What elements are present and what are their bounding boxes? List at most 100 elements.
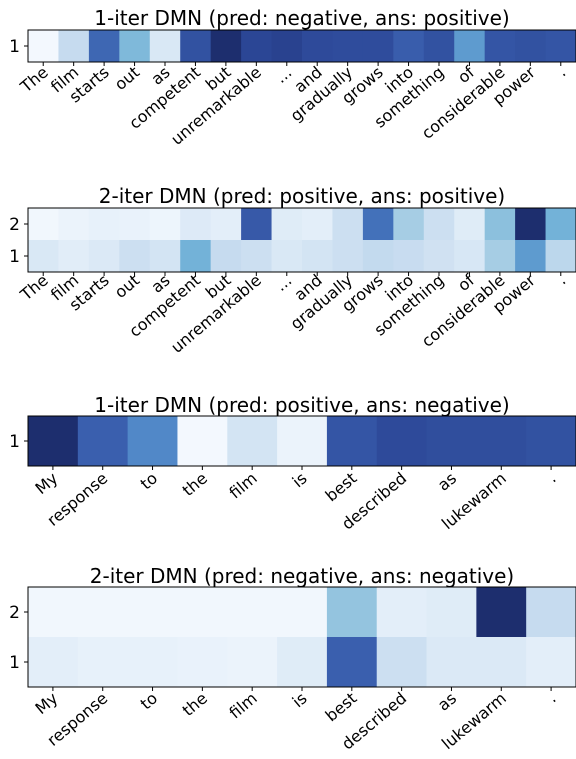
heatmap-cell: [177, 416, 228, 466]
x-tick-label: is: [289, 689, 311, 712]
heatmap-cell: [277, 637, 328, 687]
heatmap-cell: [393, 30, 425, 62]
heatmap-cell: [376, 416, 428, 466]
heatmap-cell: [362, 208, 394, 240]
heatmap-cell: [277, 416, 328, 466]
heatmap-cell: [58, 240, 90, 272]
heatmap-cell: [271, 30, 303, 62]
heatmap-cell: [545, 240, 576, 272]
heatmap-cell: [271, 240, 303, 272]
heatmap-cell: [423, 240, 455, 272]
heatmap-cell: [484, 30, 516, 62]
heatmap-cell: [180, 208, 212, 240]
heatmap-cell: [426, 587, 477, 637]
heatmap-cell: [326, 416, 378, 466]
heatmap-cell: [476, 637, 527, 687]
heatmap-cell: [526, 637, 576, 687]
heatmap-cell: [28, 30, 59, 62]
heatmap-cell: [119, 30, 151, 62]
heatmap-cell: [119, 208, 151, 240]
panel-title: 1-iter DMN (pred: negative, ans: positiv…: [94, 6, 509, 30]
heatmap-cell: [526, 587, 576, 637]
row-label: 1: [9, 247, 20, 267]
heatmap-cell: [393, 240, 425, 272]
heatmap-cell: [326, 637, 378, 687]
heatmap-cell: [127, 587, 178, 637]
heatmap-cell: [484, 208, 516, 240]
heatmap-cell: [515, 208, 547, 240]
x-tick-label: the: [179, 689, 211, 720]
panel-title: 1-iter DMN (pred: positive, ans: negativ…: [94, 393, 509, 417]
heatmap-cell: [454, 30, 486, 62]
row-label: 1: [9, 432, 20, 452]
heatmap-cell: [454, 240, 486, 272]
heatmap-cell: [227, 587, 278, 637]
heatmap-cell: [88, 208, 120, 240]
heatmap-cell: [545, 208, 576, 240]
x-tick-label: to: [137, 689, 162, 714]
x-tick-label: to: [137, 469, 162, 494]
heatmap-frame: [27, 207, 576, 273]
x-tick-label: .: [544, 689, 560, 707]
heatmap-panel-2: 2-iter DMN (pred: positive, ans: positiv…: [9, 184, 576, 357]
heatmap-cell: [88, 30, 120, 62]
heatmap-cell: [302, 208, 333, 240]
heatmap-cell: [393, 208, 425, 240]
heatmap-cell: [88, 240, 120, 272]
heatmap-cell: [127, 637, 178, 687]
heatmap-cell: [28, 587, 79, 637]
heatmap-cell: [362, 30, 394, 62]
panel-title: 2-iter DMN (pred: positive, ans: positiv…: [99, 184, 505, 208]
heatmap-cell: [28, 637, 79, 687]
x-tick-label: is: [289, 469, 311, 492]
x-tick-label: .: [553, 63, 569, 81]
heatmap-cell: [332, 208, 364, 240]
heatmap-cell: [423, 208, 455, 240]
heatmap-cell: [28, 416, 79, 466]
heatmap-cell: [227, 416, 278, 466]
heatmap-cell: [180, 30, 212, 62]
x-tick-label: .: [544, 469, 560, 487]
x-tick-label: best: [322, 469, 361, 506]
heatmap-cell: [302, 240, 333, 272]
heatmap-cell: [77, 637, 129, 687]
heatmap-cell: [210, 240, 242, 272]
heatmap-cell: [476, 416, 527, 466]
heatmap-cell: [277, 587, 328, 637]
heatmap-cell: [177, 587, 228, 637]
x-tick-label: as: [434, 469, 460, 495]
heatmap-cell: [362, 240, 394, 272]
heatmap-cell: [271, 208, 303, 240]
x-tick-label: My: [31, 689, 61, 719]
x-tick-label: out: [111, 63, 143, 94]
heatmap-panel-3: 1-iter DMN (pred: positive, ans: negativ…: [9, 393, 576, 533]
heatmap-panel-4: 2-iter DMN (pred: negative, ans: negativ…: [9, 564, 576, 753]
heatmap-cell: [515, 240, 547, 272]
heatmap-cell: [119, 240, 151, 272]
heatmap-cell: [77, 416, 129, 466]
heatmap-cell: [241, 208, 273, 240]
panel-title: 2-iter DMN (pred: negative, ans: negativ…: [90, 564, 514, 588]
heatmap-cell: [332, 240, 364, 272]
x-tick-label: My: [31, 469, 61, 499]
heatmap-cell: [149, 30, 181, 62]
x-tick-label: film: [225, 469, 260, 503]
row-label: 1: [9, 37, 20, 57]
heatmap-cell: [454, 208, 486, 240]
x-tick-label: out: [111, 271, 143, 302]
heatmap-cell: [180, 240, 212, 272]
heatmap-cell: [177, 637, 228, 687]
x-tick-label: the: [179, 469, 211, 500]
heatmap-cell: [326, 587, 378, 637]
heatmap-cell: [210, 208, 242, 240]
heatmap-cell: [149, 240, 181, 272]
heatmap-cell: [332, 30, 364, 62]
heatmap-cell: [227, 637, 278, 687]
heatmap-cell: [526, 416, 576, 466]
x-tick-label: best: [322, 689, 361, 726]
heatmap-cell: [545, 30, 576, 62]
heatmap-cell: [426, 637, 477, 687]
heatmap-cell: [423, 30, 455, 62]
heatmap-cell: [484, 240, 516, 272]
